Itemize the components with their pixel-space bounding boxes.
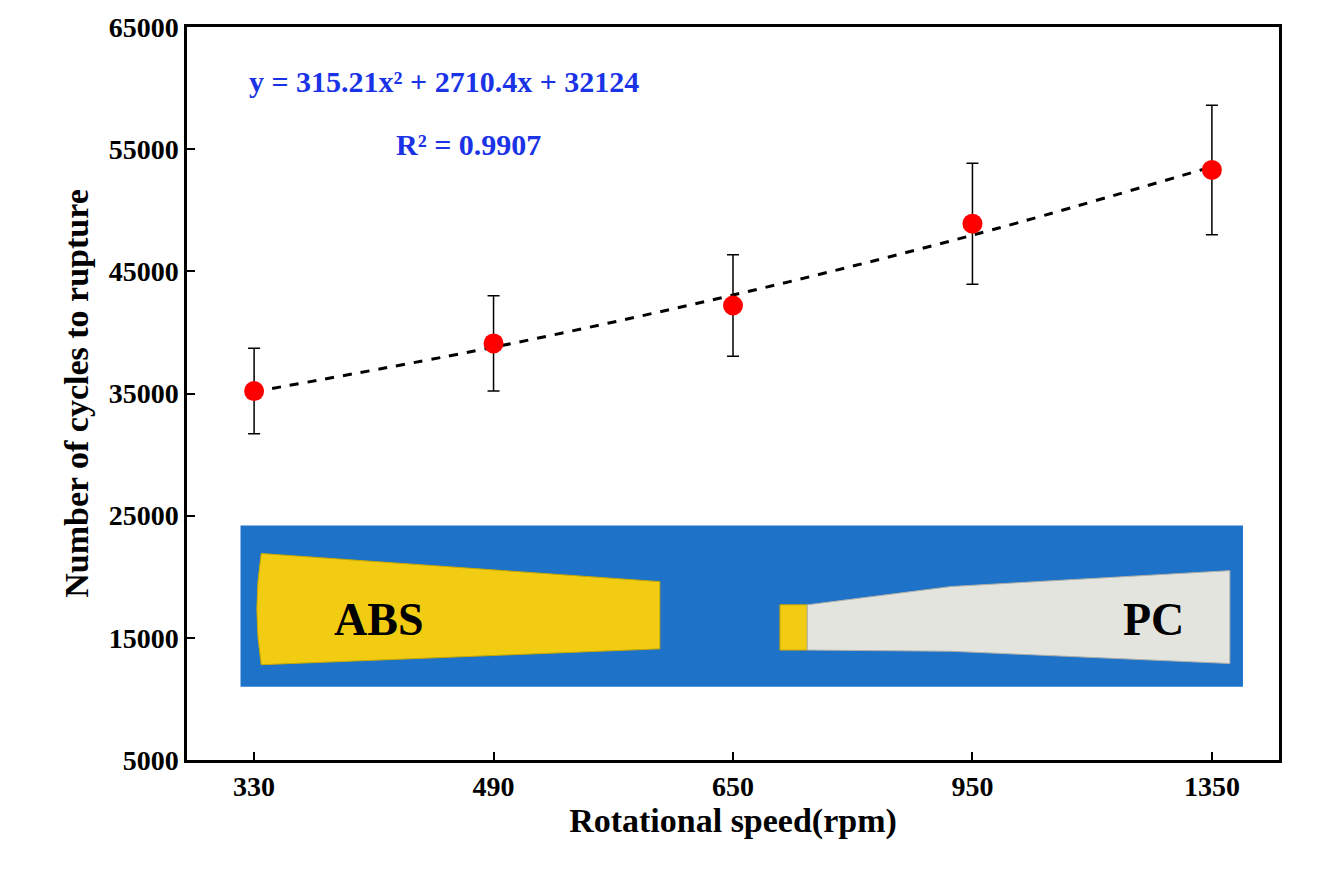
svg-text:1350: 1350 (1184, 771, 1240, 802)
svg-text:950: 950 (951, 771, 993, 802)
svg-text:y = 315.21x² + 2710.4x + 32124: y = 315.21x² + 2710.4x + 32124 (249, 65, 639, 98)
svg-text:PC: PC (1123, 594, 1184, 645)
svg-text:650: 650 (712, 771, 754, 802)
svg-text:55000: 55000 (109, 134, 179, 165)
svg-text:330: 330 (233, 771, 275, 802)
svg-text:490: 490 (473, 771, 515, 802)
svg-text:35000: 35000 (109, 378, 179, 409)
svg-text:25000: 25000 (109, 500, 179, 531)
svg-text:R² = 0.9907: R² = 0.9907 (396, 128, 541, 161)
svg-text:45000: 45000 (109, 256, 179, 287)
svg-text:65000: 65000 (109, 12, 179, 43)
svg-text:15000: 15000 (109, 623, 179, 654)
svg-text:Number of cycles to rupture: Number of cycles to rupture (58, 189, 95, 598)
svg-text:ABS: ABS (334, 594, 423, 645)
svg-text:5000: 5000 (123, 745, 179, 776)
svg-text:Rotational speed(rpm): Rotational speed(rpm) (569, 802, 897, 840)
